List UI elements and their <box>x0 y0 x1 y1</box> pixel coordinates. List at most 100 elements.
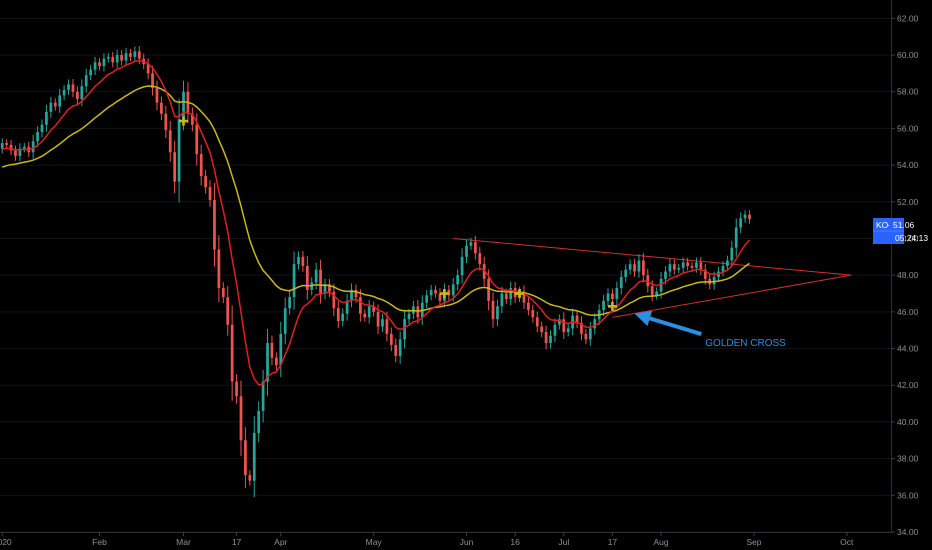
candle-body <box>0 143 4 149</box>
candle-body <box>328 284 331 292</box>
x-tick-label: 2020 <box>0 537 12 547</box>
time-axis[interactable]: 2020 Feb Mar 17 Apr May Jun 16 Jul 17 Aug Sep Oct <box>0 532 854 547</box>
candle-body <box>451 284 455 296</box>
candle-body <box>611 293 614 300</box>
candle-body <box>336 308 340 322</box>
candle-body <box>642 260 645 276</box>
last-price-symbol: KO <box>876 220 889 230</box>
candle-body <box>584 333 588 340</box>
candle-body <box>252 432 256 481</box>
candle-body <box>248 475 252 481</box>
candle-body <box>615 288 619 300</box>
candle-body <box>274 357 278 366</box>
golden-cross-marker <box>607 301 617 311</box>
candle-body <box>129 53 132 57</box>
candle-body <box>500 293 504 307</box>
candle-body <box>354 289 358 298</box>
candle-body <box>305 266 309 290</box>
candle-body <box>217 249 221 289</box>
candle-body <box>668 264 672 272</box>
x-tick-label: May <box>366 537 383 547</box>
bar-countdown: 05:24:13 <box>895 233 928 243</box>
y-tick-label: 48.00 <box>897 270 919 280</box>
candle-body <box>160 102 163 114</box>
candle-body <box>403 319 406 340</box>
candle-body <box>45 111 48 125</box>
candle-body <box>58 95 62 107</box>
candle-body <box>487 278 490 301</box>
candle-body <box>359 297 362 314</box>
y-tick-label: 42.00 <box>897 380 919 390</box>
last-price-separator: · <box>887 220 890 230</box>
x-tick-label: Sep <box>746 537 761 547</box>
candle-body <box>182 91 185 120</box>
candle-body <box>566 328 570 333</box>
candle-body <box>40 124 44 133</box>
golden-cross-markers <box>179 116 617 311</box>
candle-body <box>425 295 429 303</box>
candle-body <box>80 86 84 100</box>
candle-body <box>712 277 716 285</box>
last-price-value: 51.06 <box>893 220 915 230</box>
candle-body <box>288 297 292 309</box>
candle-body <box>36 132 39 142</box>
candle-body <box>730 247 734 261</box>
candle-body <box>482 264 486 279</box>
candle-body <box>491 300 495 320</box>
candle-body <box>53 102 57 107</box>
price-axis[interactable]: 34.00 36.00 38.00 40.00 42.00 44.00 46.00 48.00… <box>891 13 919 537</box>
candle-body <box>9 144 13 151</box>
grid <box>0 17 891 533</box>
candle-body <box>31 141 35 153</box>
candle-body <box>115 55 119 63</box>
x-tick-label: Mar <box>176 537 191 547</box>
candle-body <box>588 328 592 340</box>
candle-body <box>646 275 650 287</box>
y-tick-label: 52.00 <box>897 197 919 207</box>
annotations: GOLDEN CROSS <box>634 310 786 349</box>
candle-body <box>509 288 513 300</box>
candle-body <box>230 324 234 382</box>
candle-body <box>394 344 398 356</box>
candle-body <box>438 293 442 301</box>
ma-fast-line <box>2 60 751 386</box>
y-tick-label: 50.00 <box>897 233 919 243</box>
candle-body <box>376 311 380 327</box>
y-tick-label: 40.00 <box>897 417 919 427</box>
candle-body <box>553 324 557 336</box>
x-tick-label: 16 <box>510 537 520 547</box>
candle-body <box>5 143 9 145</box>
candle-body <box>385 319 389 334</box>
candle-body <box>549 335 552 344</box>
candle-body <box>89 69 93 76</box>
candle-body <box>681 262 685 268</box>
y-tick-label: 62.00 <box>897 13 919 23</box>
candle-body <box>703 269 707 279</box>
candle-body <box>283 308 287 334</box>
candle-body <box>146 64 150 74</box>
annotation-arrow-head <box>634 310 653 327</box>
candle-body <box>593 319 597 329</box>
candle-body <box>235 381 238 397</box>
candle-body <box>106 56 110 59</box>
y-tick-label: 46.00 <box>897 307 919 317</box>
y-tick-label: 44.00 <box>897 344 919 354</box>
candle-body <box>690 266 694 268</box>
golden-cross-marker <box>439 289 449 299</box>
candle-body <box>266 343 269 382</box>
candle-body <box>465 245 468 257</box>
candle-body <box>62 89 66 96</box>
candle-body <box>84 75 88 87</box>
candle-body <box>726 260 729 266</box>
candle-body <box>67 84 70 90</box>
candle-body <box>659 278 663 292</box>
candle-body <box>734 227 738 248</box>
candle-body <box>650 286 654 296</box>
candle-body <box>407 313 411 320</box>
candle-body <box>624 269 628 278</box>
candle-body <box>562 319 566 333</box>
candle-body <box>199 154 203 177</box>
candle-body <box>398 339 402 356</box>
candle-body <box>93 62 97 70</box>
